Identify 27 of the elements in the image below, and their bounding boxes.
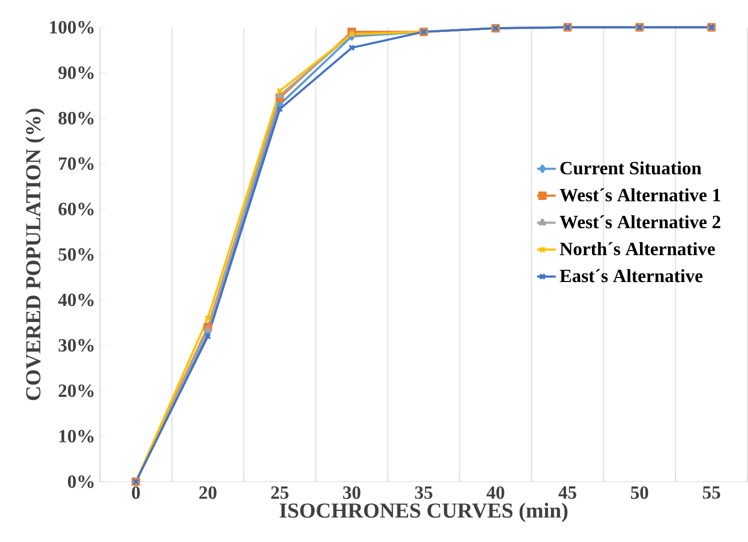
y-tick-label: 50% xyxy=(58,248,94,261)
x-tick-label: 0 xyxy=(132,486,140,500)
x-axis-title: ISOCHRONES CURVES (min) xyxy=(280,502,568,522)
y-axis-title: COVERED POPULATION (%) xyxy=(25,108,45,400)
y-tick-label: 40% xyxy=(58,294,94,306)
legend-label: Current Situation xyxy=(560,161,702,175)
y-tick-label: 90% xyxy=(58,66,94,80)
x-tick-label: 40 xyxy=(486,486,504,500)
y-tick-label: 10% xyxy=(59,430,94,443)
x-tick-label: 25 xyxy=(271,486,288,500)
legend-label: West´s Alternative 2 xyxy=(560,215,720,229)
legend-label: East´s Alternative xyxy=(560,269,702,282)
y-tick-label: 0% xyxy=(68,476,94,488)
y-tick-label: 100% xyxy=(50,21,94,34)
y-tick-label: 30% xyxy=(58,339,94,352)
y-tick-label: 60% xyxy=(58,202,94,216)
x-tick-label: 45 xyxy=(558,486,576,500)
x-tick-label: 50 xyxy=(630,486,648,500)
x-tick-label: 30 xyxy=(343,486,360,500)
y-tick-label: 80% xyxy=(58,112,94,125)
y-tick-label: 70% xyxy=(58,157,94,170)
x-tick-label: 20 xyxy=(199,486,216,500)
legend-label: West´s Alternative 1 xyxy=(560,188,720,202)
x-tick-label: 35 xyxy=(415,486,432,500)
legend-label: North´s Alternative xyxy=(560,242,715,256)
x-tick-label: 55 xyxy=(702,486,720,499)
y-tick-label: 20% xyxy=(58,384,94,398)
